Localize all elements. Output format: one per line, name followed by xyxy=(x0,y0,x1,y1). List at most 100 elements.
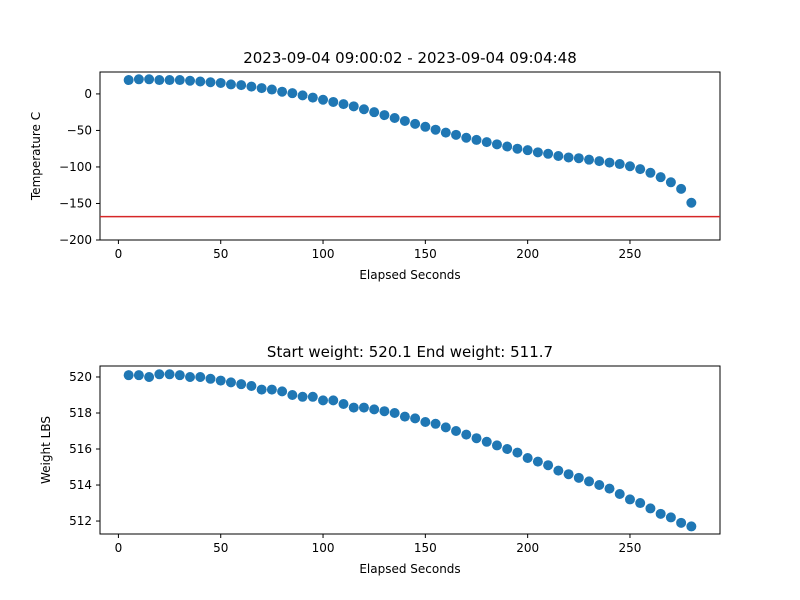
point xyxy=(174,370,185,381)
point xyxy=(543,148,554,159)
point xyxy=(410,118,421,129)
y-tick-label: 516 xyxy=(69,442,92,456)
point xyxy=(665,512,676,523)
point xyxy=(491,139,502,150)
point xyxy=(451,426,462,437)
point xyxy=(553,151,564,161)
point xyxy=(481,137,492,148)
point xyxy=(133,370,144,381)
point xyxy=(389,407,400,418)
point xyxy=(328,96,339,107)
y-tick-label: 512 xyxy=(69,514,92,528)
point xyxy=(686,521,697,532)
point xyxy=(451,129,462,140)
point xyxy=(338,398,349,409)
point xyxy=(624,494,635,505)
point xyxy=(512,447,523,458)
x-tick-label: 150 xyxy=(414,247,437,261)
point xyxy=(185,371,196,382)
point xyxy=(215,77,226,88)
x-axis-label: Elapsed Seconds xyxy=(359,268,460,282)
point xyxy=(410,413,421,424)
point xyxy=(522,145,533,156)
point xyxy=(123,370,134,381)
y-tick-label: −50 xyxy=(67,123,92,137)
point xyxy=(502,141,513,152)
x-tick-label: 0 xyxy=(115,541,123,555)
point xyxy=(399,115,410,126)
x-tick-label: 200 xyxy=(516,247,539,261)
point xyxy=(307,391,318,402)
point xyxy=(635,498,646,509)
point xyxy=(266,384,277,395)
y-axis-label: Weight LBS xyxy=(39,416,53,484)
x-axis-label: Elapsed Seconds xyxy=(359,562,460,576)
point xyxy=(318,94,329,105)
x-tick-label: 150 xyxy=(414,541,437,555)
point xyxy=(338,99,349,110)
point xyxy=(154,369,165,380)
point xyxy=(154,75,165,86)
chart-title: 2023-09-04 09:00:02 - 2023-09-04 09:04:4… xyxy=(243,49,577,67)
x-tick-label: 100 xyxy=(312,541,335,555)
point xyxy=(297,90,308,101)
point xyxy=(123,75,134,86)
point xyxy=(573,472,584,483)
point xyxy=(584,154,595,165)
point xyxy=(287,389,298,400)
point xyxy=(205,77,216,88)
point xyxy=(205,373,216,384)
point xyxy=(430,418,441,429)
y-tick-label: 518 xyxy=(69,406,92,420)
point xyxy=(144,371,155,382)
y-tick-label: 514 xyxy=(69,478,92,492)
point xyxy=(246,81,257,92)
point xyxy=(645,503,656,514)
point xyxy=(358,104,369,115)
point xyxy=(573,153,584,164)
point xyxy=(399,411,410,422)
point xyxy=(471,134,482,145)
point xyxy=(512,143,523,154)
point xyxy=(133,74,144,85)
point xyxy=(461,429,472,440)
point xyxy=(655,172,666,183)
point xyxy=(277,86,288,97)
point xyxy=(522,453,533,464)
point xyxy=(379,406,390,417)
y-tick-label: −200 xyxy=(59,233,92,247)
x-tick-label: 200 xyxy=(516,541,539,555)
x-tick-label: 250 xyxy=(619,247,642,261)
point xyxy=(491,440,502,451)
point xyxy=(369,404,380,415)
point xyxy=(624,161,635,172)
point xyxy=(665,177,676,188)
plot-area xyxy=(99,365,721,535)
point xyxy=(236,80,247,91)
point xyxy=(461,132,472,143)
point xyxy=(246,380,257,391)
point xyxy=(563,469,574,480)
point xyxy=(676,183,687,194)
y-tick-label: 0 xyxy=(84,87,92,101)
plot-area xyxy=(99,71,721,241)
point xyxy=(358,402,369,413)
point xyxy=(307,92,318,103)
point xyxy=(614,159,625,170)
point xyxy=(195,371,206,382)
point xyxy=(635,164,646,175)
point xyxy=(594,156,605,167)
point xyxy=(686,197,697,208)
point xyxy=(144,74,155,85)
point xyxy=(420,121,431,132)
point xyxy=(481,436,492,447)
point xyxy=(348,101,359,112)
point xyxy=(348,402,359,413)
point xyxy=(256,83,267,94)
point xyxy=(584,476,595,487)
point xyxy=(420,417,431,427)
point xyxy=(369,107,380,118)
point xyxy=(277,386,288,397)
point xyxy=(604,483,615,494)
